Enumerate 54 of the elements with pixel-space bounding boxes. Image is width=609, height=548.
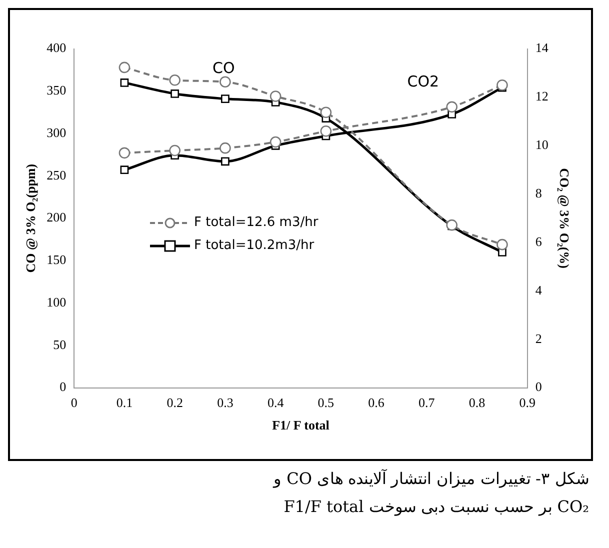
y-tick-label: 200 xyxy=(46,210,66,225)
point xyxy=(220,76,231,88)
legend-label: F total=10.2m3/hr xyxy=(194,238,314,253)
y2-tick-label: 0 xyxy=(535,379,542,394)
y-tick-label: 100 xyxy=(46,294,66,310)
y2-tick-label: 2 xyxy=(535,330,542,346)
y-tick-label: 0 xyxy=(60,379,66,394)
text: شکل ۳- تغییرات میزان انتشار آلاینده های CO و CO₂ بر حسب نسبت دبی سوخت F1/F total xyxy=(272,468,589,518)
point xyxy=(270,90,282,102)
y-tick-label: 400 xyxy=(46,40,66,56)
y-axis-title: CO @ 3% O₂(ppm) xyxy=(23,164,38,273)
point xyxy=(221,94,230,103)
point xyxy=(220,142,231,154)
y-tick-label: 50 xyxy=(53,336,66,352)
x-tick-label: 0.3 xyxy=(217,395,234,410)
y-tick-label: 300 xyxy=(46,124,66,140)
y2-tick-label: 12 xyxy=(535,88,548,104)
point xyxy=(169,144,180,156)
x-tick-label: 0.8 xyxy=(468,395,486,410)
point xyxy=(496,238,508,250)
y-tick-label: 250 xyxy=(46,167,66,182)
x-tick-label: 0.9 xyxy=(519,395,536,410)
x-tick-label: 0 xyxy=(70,395,78,410)
point xyxy=(118,147,130,159)
point xyxy=(170,90,180,98)
y2-tick-label: 4 xyxy=(535,282,542,298)
y2-tick-label: 10 xyxy=(535,137,548,152)
y2-tick-label: 14 xyxy=(535,40,549,56)
point xyxy=(270,136,282,148)
y2-tick-label: 8 xyxy=(535,186,542,201)
x-tick-label: 0.6 xyxy=(368,395,385,410)
point xyxy=(221,157,230,166)
point xyxy=(446,101,458,113)
point xyxy=(120,78,129,87)
point xyxy=(446,219,458,231)
point xyxy=(120,166,129,174)
annotation: CO xyxy=(212,59,235,78)
x-tick-label: 0.5 xyxy=(318,395,334,410)
point xyxy=(496,79,508,91)
y-tick-label: 350 xyxy=(46,82,66,98)
x-axis-title: F1/ F total xyxy=(272,418,330,433)
x-tick-label: 0.7 xyxy=(418,395,436,410)
y-tick-label: 150 xyxy=(46,252,66,268)
x-tick-label: 0.2 xyxy=(166,395,183,410)
point xyxy=(320,125,332,137)
y2-axis-title: CO₂ @ 3% O₂(%) xyxy=(556,168,572,269)
point xyxy=(169,74,180,86)
x-tick-label: 0.1 xyxy=(116,395,133,410)
legend-label: F total=12.6 m3/hr xyxy=(194,215,318,230)
y2-tick-label: 6 xyxy=(535,234,542,249)
point xyxy=(118,62,130,74)
annotation: CO2 xyxy=(407,72,440,91)
point xyxy=(320,106,332,118)
x-tick-label: 0.4 xyxy=(267,395,284,410)
